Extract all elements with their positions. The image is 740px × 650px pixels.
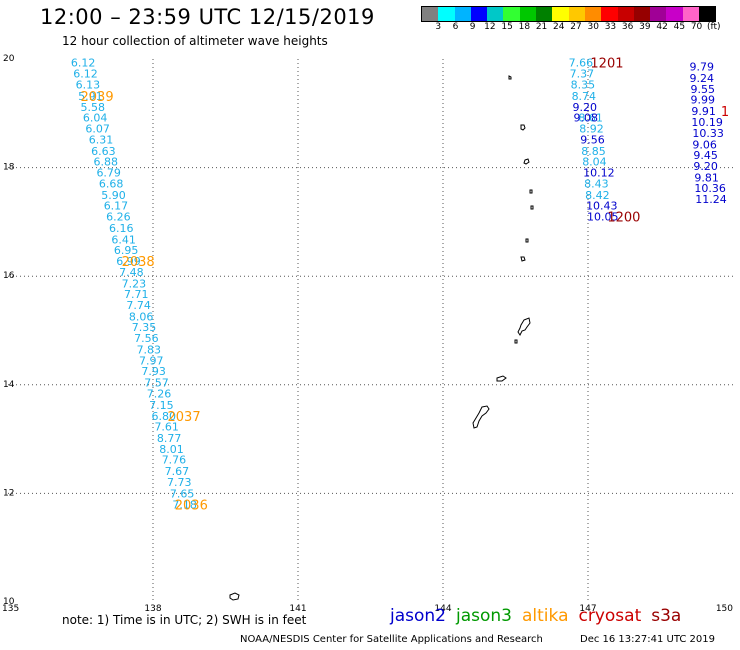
island-outline <box>521 257 525 261</box>
island-outline <box>521 125 525 130</box>
y-tick-label: 16 <box>3 271 15 281</box>
units-note: note: 1) Time is in UTC; 2) SWH is in fe… <box>62 613 306 627</box>
pass-time-annotation: 2039 <box>81 90 114 105</box>
swh-value-label: 9.08 <box>574 112 599 125</box>
island-outline <box>530 190 532 193</box>
island-outline <box>230 593 239 600</box>
grid-lines <box>8 59 733 602</box>
island-outline <box>524 159 529 164</box>
pass-time-annotation: 1201 <box>590 56 623 71</box>
y-tick-label: 10 <box>3 597 15 607</box>
x-tick-label: 150 <box>716 604 733 614</box>
pass-time-annotation: 2036 <box>175 498 208 513</box>
y-tick-label: 12 <box>3 488 14 498</box>
pass-time-annotation: 1200 <box>607 210 640 225</box>
y-tick-label: 14 <box>3 380 15 390</box>
island-outline <box>518 318 530 335</box>
y-tick-label: 18 <box>3 163 15 173</box>
wave-height-map: 135 138 141 144 147 150101214161820 6.126.126… <box>0 0 740 650</box>
land-outlines <box>230 76 533 600</box>
swh-value-label: 10.12 <box>583 166 615 179</box>
satellite-name: altika <box>522 606 569 626</box>
swh-value-label: 11.24 <box>695 193 727 206</box>
satellite-legend: jason2 jason3 altika cryosat s3a <box>390 606 691 626</box>
generated-timestamp: Dec 16 13:27:41 UTC 2019 <box>580 634 715 645</box>
pass-time-annotation: 1 <box>721 105 729 120</box>
island-outline <box>473 406 489 428</box>
island-outline <box>497 376 506 381</box>
island-outline <box>526 239 528 242</box>
satellite-name: s3a <box>651 606 681 626</box>
island-outline <box>509 76 511 79</box>
satellite-name: jason2 <box>390 606 446 626</box>
credit-line: NOAA/NESDIS Center for Satellite Applica… <box>240 634 543 645</box>
island-outline <box>515 340 517 343</box>
y-tick-label: 20 <box>3 54 15 64</box>
pass-time-annotation: 2038 <box>122 255 155 270</box>
island-outline <box>531 206 533 209</box>
swh-value-label: 9.56 <box>580 133 605 146</box>
satellite-name: jason3 <box>456 606 512 626</box>
pass-time-annotation: 2037 <box>168 410 201 425</box>
satellite-name: cryosat <box>579 606 642 626</box>
wave-height-labels: 6.126.126.135.915.586.046.076.316.636.88… <box>71 56 727 511</box>
